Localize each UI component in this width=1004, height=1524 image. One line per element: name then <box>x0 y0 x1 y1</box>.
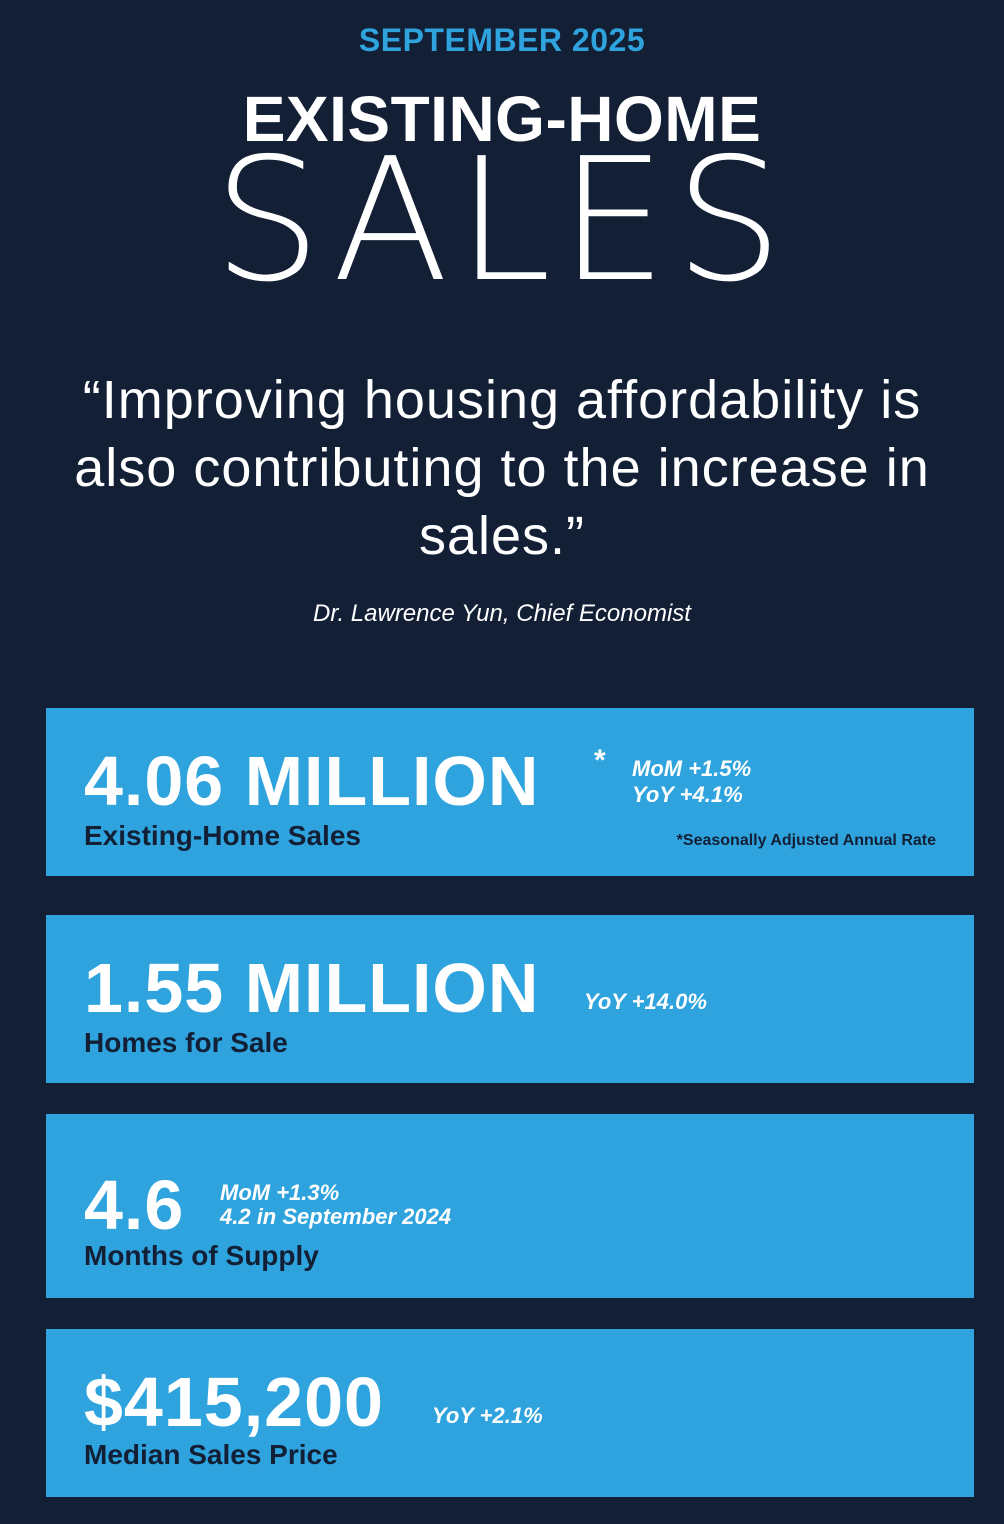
stat-card-homes-for-sale: 1.55 MILLION YoY +14.0% Homes for Sale <box>46 915 974 1083</box>
stat-value: 1.55 MILLION <box>84 949 540 1027</box>
stat-value: 4.06 MILLION <box>84 742 540 820</box>
asterisk-mark: * <box>594 744 606 777</box>
title-top: EXISTING-HOME <box>242 83 762 155</box>
page-title: SALES <box>213 122 791 320</box>
stat-label: Homes for Sale <box>84 1027 288 1058</box>
stat-note-yoy: YoY +2.1% <box>432 1403 543 1428</box>
stat-label: Months of Supply <box>84 1240 319 1271</box>
stat-card-months-of-supply: 4.6 MoM +1.3% 4.2 in September 2024 Mont… <box>46 1114 974 1298</box>
stat-note-yoy: YoY +14.0% <box>584 989 707 1014</box>
stat-note-mom: MoM +1.5% <box>632 756 752 781</box>
stat-label: Median Sales Price <box>84 1439 338 1470</box>
stat-footnote: *Seasonally Adjusted Annual Rate <box>676 832 936 849</box>
stat-card-median-sales-price: $415,200 YoY +2.1% Median Sales Price <box>46 1329 974 1497</box>
stat-note-prior-year: 4.2 in September 2024 <box>220 1204 452 1229</box>
stat-value: 4.6 <box>84 1166 185 1244</box>
report-date: SEPTEMBER 2025 <box>358 22 646 58</box>
stat-value: $415,200 <box>84 1363 384 1441</box>
stat-note-mom: MoM +1.3% <box>220 1180 340 1205</box>
stat-card-existing-home-sales: 4.06 MILLION * MoM +1.5% YoY +4.1% Exist… <box>46 708 974 876</box>
quote-attribution: Dr. Lawrence Yun, Chief Economist <box>313 600 691 627</box>
stat-label: Existing-Home Sales <box>84 820 361 851</box>
quote-text: “Improving housing affordability is also… <box>74 370 930 566</box>
stat-note-yoy: YoY +4.1% <box>632 782 743 807</box>
